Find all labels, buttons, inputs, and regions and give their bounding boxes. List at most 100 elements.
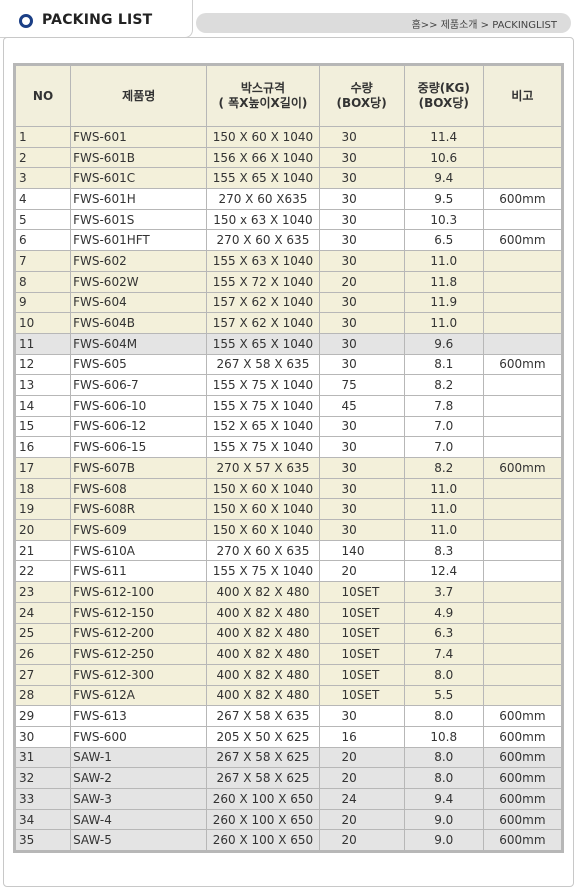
cell-weight: 7.8 [404,395,483,416]
cell-weight: 3.7 [404,582,483,602]
cell-box-spec: 270 X 60 X 635 [207,540,319,561]
cell-no: 31 [16,747,71,768]
cell-note: 600mm [483,706,561,726]
table-row: 23 FWS-612-100 400 X 82 X 480 10SET 3.7 [16,582,561,602]
cell-box-spec: 400 X 82 X 480 [207,685,319,706]
cell-product-name: FWS-602 [71,251,207,271]
cell-quantity: 30 [319,333,404,354]
cell-weight: 9.4 [404,789,483,809]
cell-quantity: 20 [319,809,404,830]
cell-weight: 11.0 [404,313,483,333]
cell-box-spec: 400 X 82 X 480 [207,602,319,623]
table-row: 20 FWS-609 150 X 60 X 1040 30 11.0 [16,520,561,540]
cell-no: 13 [16,375,71,395]
cell-product-name: FWS-606-7 [71,375,207,395]
cell-product-name: FWS-604M [71,333,207,354]
cell-quantity: 30 [319,189,404,209]
cell-quantity: 30 [319,706,404,726]
cell-quantity: 45 [319,395,404,416]
cell-box-spec: 155 X 65 X 1040 [207,168,319,189]
cell-weight: 6.5 [404,230,483,251]
circle-bullet-icon [19,14,33,28]
cell-note: 600mm [483,354,561,375]
page-header: PACKING LIST 홈>> 제품소개 > PACKINGLIST [0,0,578,40]
cell-note: 600mm [483,830,561,851]
cell-note [483,478,561,499]
cell-box-spec: 267 X 58 X 625 [207,747,319,768]
cell-quantity: 30 [319,499,404,520]
cell-quantity: 30 [319,168,404,189]
cell-box-spec: 270 X 60 X 635 [207,230,319,251]
table-row: 13 FWS-606-7 155 X 75 X 1040 75 8.2 [16,375,561,395]
cell-product-name: FWS-601H [71,189,207,209]
cell-quantity: 10SET [319,623,404,644]
cell-no: 9 [16,292,71,313]
table-row: 24 FWS-612-150 400 X 82 X 480 10SET 4.9 [16,602,561,623]
cell-weight: 10.6 [404,147,483,168]
cell-no: 3 [16,168,71,189]
cell-note [483,147,561,168]
table-row: 32 SAW-2 267 X 58 X 625 20 8.0 600mm [16,768,561,788]
cell-no: 26 [16,644,71,664]
cell-quantity: 30 [319,520,404,540]
cell-no: 19 [16,499,71,520]
table-row: 16 FWS-606-15 155 X 75 X 1040 30 7.0 [16,437,561,457]
cell-box-spec: 260 X 100 X 650 [207,789,319,809]
cell-note: 600mm [483,189,561,209]
cell-quantity: 30 [319,292,404,313]
cell-quantity: 20 [319,747,404,768]
cell-box-spec: 155 X 75 X 1040 [207,561,319,582]
cell-product-name: FWS-610A [71,540,207,561]
cell-box-spec: 205 X 50 X 625 [207,726,319,747]
table-row: 9 FWS-604 157 X 62 X 1040 30 11.9 [16,292,561,313]
table-row: 17 FWS-607B 270 X 57 X 635 30 8.2 600mm [16,458,561,478]
cell-no: 4 [16,189,71,209]
cell-product-name: FWS-612-100 [71,582,207,602]
cell-note [483,127,561,147]
table-row: 30 FWS-600 205 X 50 X 625 16 10.8 600mm [16,726,561,747]
cell-note: 600mm [483,458,561,478]
table-row: 25 FWS-612-200 400 X 82 X 480 10SET 6.3 [16,623,561,644]
cell-weight: 10.8 [404,726,483,747]
cell-no: 11 [16,333,71,354]
table-row: 33 SAW-3 260 X 100 X 650 24 9.4 600mm [16,789,561,809]
cell-weight: 6.3 [404,623,483,644]
cell-no: 16 [16,437,71,457]
cell-product-name: FWS-601 [71,127,207,147]
cell-weight: 8.0 [404,768,483,788]
cell-weight: 9.4 [404,168,483,189]
cell-weight: 8.0 [404,747,483,768]
cell-no: 12 [16,354,71,375]
cell-box-spec: 156 X 66 X 1040 [207,147,319,168]
cell-no: 20 [16,520,71,540]
cell-no: 10 [16,313,71,333]
cell-no: 6 [16,230,71,251]
cell-quantity: 30 [319,416,404,437]
cell-product-name: SAW-5 [71,830,207,851]
cell-no: 27 [16,664,71,685]
table-row: 2 FWS-601B 156 X 66 X 1040 30 10.6 [16,147,561,168]
cell-no: 34 [16,809,71,830]
breadcrumb[interactable]: 홈>> 제품소개 > PACKINGLIST [411,20,557,31]
cell-quantity: 30 [319,251,404,271]
cell-note [483,520,561,540]
cell-box-spec: 400 X 82 X 480 [207,644,319,664]
cell-product-name: FWS-602W [71,271,207,292]
cell-weight: 11.8 [404,271,483,292]
cell-quantity: 30 [319,147,404,168]
cell-quantity: 20 [319,830,404,851]
cell-weight: 11.0 [404,251,483,271]
cell-no: 17 [16,458,71,478]
cell-no: 24 [16,602,71,623]
table-row: 21 FWS-610A 270 X 60 X 635 140 8.3 [16,540,561,561]
cell-quantity: 20 [319,768,404,788]
cell-note [483,602,561,623]
cell-no: 25 [16,623,71,644]
cell-box-spec: 155 X 75 X 1040 [207,395,319,416]
cell-no: 33 [16,789,71,809]
cell-quantity: 30 [319,127,404,147]
packing-table-container: NO 제품명 박스규격( 폭X높이X길이) 수량 (BOX당) 중량(KG) (BO… [13,63,564,854]
cell-note [483,395,561,416]
cell-weight: 8.2 [404,375,483,395]
cell-product-name: FWS-606-10 [71,395,207,416]
